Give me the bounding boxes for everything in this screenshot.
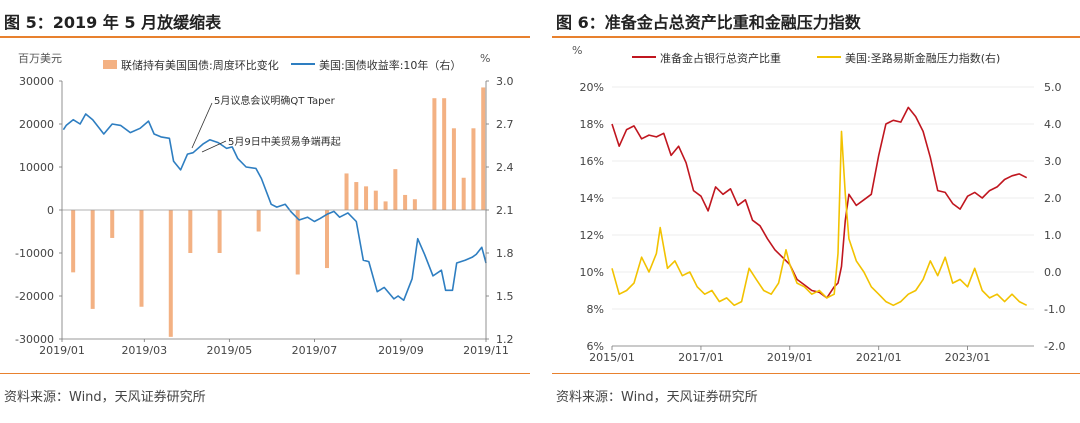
left-y-tick-label: 20000 xyxy=(19,118,54,131)
left-bar xyxy=(481,87,486,210)
right-y2-tick-label: 2.0 xyxy=(1044,192,1062,205)
left-legend-bar-label: 联储持有美国国债:周度环比变化 xyxy=(121,58,279,72)
figure-6-top-rule xyxy=(552,36,1080,38)
figure-6-title: 图 6：准备金占总资产比重和金融压力指数 xyxy=(556,13,861,32)
right-unit-left: % xyxy=(572,44,582,57)
figure-5-source: 资料来源：Wind，天风证券研究所 xyxy=(4,390,206,405)
left-bar xyxy=(442,98,447,210)
right-y2-tick-label: -2.0 xyxy=(1044,340,1065,353)
figure-5-bottom-rule xyxy=(0,373,530,374)
left-bar xyxy=(295,210,300,275)
left-y2-tick-label: 2.7 xyxy=(496,118,514,131)
right-y-tick-label: 10% xyxy=(580,266,604,279)
left-bar xyxy=(383,201,388,210)
right-y-tick-label: 20% xyxy=(580,81,604,94)
figure-5-chart: 百万美元 % 联储持有美国国债:周度环比变化 美国:国债收益率:10年（右） 3… xyxy=(15,52,514,357)
left-yield-line xyxy=(62,113,487,302)
figure-6-source: 资料来源：Wind，天风证券研究所 xyxy=(556,390,758,405)
figure-6-chart: % 准备金占银行总资产比重 美国:圣路易斯金融压力指数(右) 20% 18% 16%… xyxy=(572,44,1065,364)
left-bar xyxy=(256,210,261,232)
left-bar xyxy=(217,210,222,253)
right-y2-tick-label: 3.0 xyxy=(1044,155,1062,168)
left-y-tick-label: 0 xyxy=(47,204,54,217)
annotation-trade-dispute: 5月9日中美贸易争端再起 xyxy=(228,135,341,148)
left-bar xyxy=(90,210,95,309)
left-y2-tick-label: 3.0 xyxy=(496,75,514,88)
right-x-tick-label: 2019/01 xyxy=(767,351,813,364)
left-bar xyxy=(168,210,173,337)
left-unit-right: % xyxy=(480,52,490,65)
left-y2-tick-label: 2.4 xyxy=(496,161,514,174)
left-x-tick-label: 2019/03 xyxy=(121,344,167,357)
annotation-qt-taper: 5月议息会议明确QT Taper xyxy=(214,94,336,107)
right-y-tick-label: 16% xyxy=(580,155,604,168)
left-y2-tick-label: 1.8 xyxy=(496,247,514,260)
left-bar xyxy=(354,182,359,210)
right-y2-tick-label: -1.0 xyxy=(1044,303,1065,316)
left-y-tick-label: -20000 xyxy=(15,290,54,303)
right-y-tick-label: 6% xyxy=(587,340,604,353)
left-bar xyxy=(373,190,378,210)
left-bar xyxy=(451,128,456,210)
left-bar xyxy=(325,210,329,269)
right-legend-yellow-label: 美国:圣路易斯金融压力指数(右) xyxy=(845,51,1000,65)
right-stress-index-line xyxy=(611,130,1028,307)
left-unit-left: 百万美元 xyxy=(18,52,62,65)
right-x-tick-label: 2015/01 xyxy=(589,351,635,364)
right-legend-red-label: 准备金占银行总资产比重 xyxy=(660,51,781,65)
left-x-tick-label: 2019/05 xyxy=(207,344,253,357)
figure-6-panel: 图 6：准备金占总资产比重和金融压力指数 % 准备金占银行总资产比重 美国:圣路… xyxy=(552,0,1080,423)
left-y2-tick-label: 1.2 xyxy=(496,333,514,346)
figure-5-top-rule xyxy=(0,36,530,38)
left-y-tick-label: -10000 xyxy=(15,247,54,260)
left-bar xyxy=(403,194,408,210)
left-bar xyxy=(432,98,437,210)
left-bar xyxy=(364,186,369,210)
right-x-tick-label: 2017/01 xyxy=(678,351,724,364)
left-y-tick-label: -30000 xyxy=(15,333,54,346)
right-y2-tick-label: 5.0 xyxy=(1044,81,1062,94)
left-bar xyxy=(110,210,115,238)
right-y-tick-label: 14% xyxy=(580,192,604,205)
left-bar xyxy=(412,199,417,210)
right-y2-tick-label: 0.0 xyxy=(1044,266,1062,279)
left-bar xyxy=(139,210,144,307)
left-legend-bar-swatch xyxy=(103,60,117,69)
left-x-tick-label: 2019/07 xyxy=(292,344,338,357)
left-x-tick-label: 2019/11 xyxy=(463,344,509,357)
figure-5-title: 图 5：2019 年 5 月放缓缩表 xyxy=(4,13,222,32)
right-y-tick-label: 12% xyxy=(580,229,604,242)
right-y-tick-label: 18% xyxy=(580,118,604,131)
left-y-tick-label: 30000 xyxy=(19,75,54,88)
figure-5-panel: 图 5：2019 年 5 月放缓缩表 百万美元 % 联储持有美国国债:周度环比变… xyxy=(0,0,530,423)
annotation-trade-dispute-leader xyxy=(201,140,227,153)
left-x-tick-label: 2019/01 xyxy=(39,344,85,357)
left-x-tick-label: 2019/09 xyxy=(378,344,424,357)
left-bar xyxy=(71,210,76,273)
right-y-tick-label: 8% xyxy=(587,303,604,316)
right-reserve-ratio-line xyxy=(611,106,1028,299)
left-bar xyxy=(461,177,466,210)
left-y2-tick-label: 1.5 xyxy=(496,290,514,303)
right-y2-tick-label: 4.0 xyxy=(1044,118,1062,131)
left-bar xyxy=(471,128,476,210)
left-bar xyxy=(393,169,398,210)
right-y2-tick-label: 1.0 xyxy=(1044,229,1062,242)
left-bar xyxy=(188,210,193,253)
left-bar xyxy=(344,173,349,210)
right-x-tick-label: 2021/01 xyxy=(856,351,902,364)
annotation-qt-taper-leader xyxy=(191,102,213,149)
right-x-tick-label: 2023/01 xyxy=(945,351,991,364)
figure-6-bottom-rule xyxy=(552,373,1080,374)
left-y2-tick-label: 2.1 xyxy=(496,204,514,217)
left-legend-line-label: 美国:国债收益率:10年（右） xyxy=(319,58,461,72)
left-y-tick-label: 10000 xyxy=(19,161,54,174)
